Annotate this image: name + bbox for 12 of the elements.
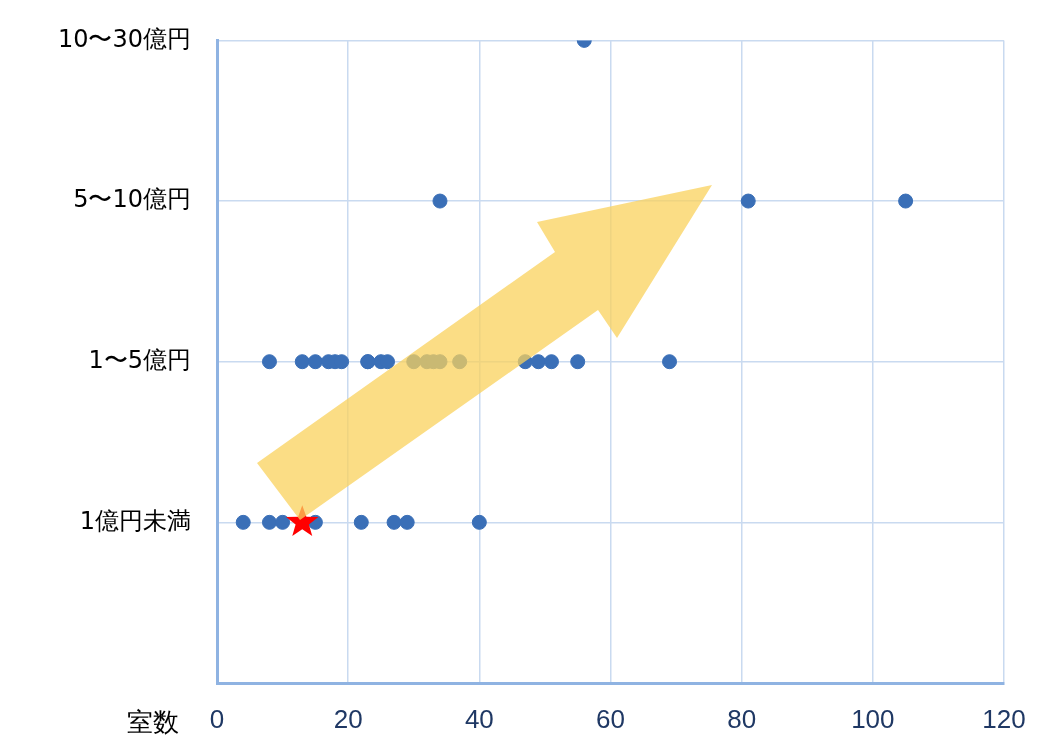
y-tick-label: 1〜5億円 (88, 345, 191, 374)
x-tick-label: 40 (464, 703, 494, 734)
x-tick-label: 100 (851, 703, 895, 734)
x-tick-label: 60 (596, 703, 625, 734)
x-tick-label: 80 (727, 703, 757, 734)
x-tick-label: 20 (333, 703, 363, 734)
x-tick-label: 0 (209, 703, 225, 734)
y-tick-label: 1億円未満 (79, 506, 191, 535)
x-axis-title: 室数 (127, 706, 179, 737)
y-tick-label: 5〜10億円 (73, 185, 191, 214)
y-tick-label: 10〜30億円 (57, 24, 191, 53)
x-tick-label: 120 (982, 703, 1026, 734)
